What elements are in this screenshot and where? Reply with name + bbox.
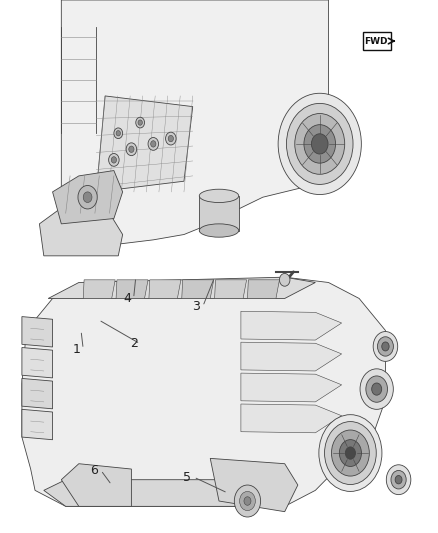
FancyBboxPatch shape	[199, 196, 239, 230]
Polygon shape	[53, 171, 123, 224]
Polygon shape	[22, 317, 53, 347]
Circle shape	[332, 430, 369, 476]
Circle shape	[244, 497, 251, 505]
Polygon shape	[247, 280, 279, 298]
Circle shape	[126, 143, 137, 156]
Polygon shape	[44, 480, 285, 506]
Circle shape	[234, 485, 261, 517]
Polygon shape	[182, 280, 214, 298]
Circle shape	[240, 491, 255, 511]
Circle shape	[311, 134, 328, 154]
Circle shape	[295, 114, 345, 174]
Circle shape	[138, 120, 142, 125]
Circle shape	[279, 273, 290, 286]
Circle shape	[382, 342, 389, 351]
Circle shape	[109, 154, 119, 166]
Circle shape	[278, 93, 361, 195]
Circle shape	[373, 332, 398, 361]
Circle shape	[83, 192, 92, 203]
Circle shape	[360, 369, 393, 409]
Circle shape	[319, 415, 382, 491]
Polygon shape	[241, 404, 342, 433]
Circle shape	[304, 125, 336, 163]
Polygon shape	[61, 464, 131, 506]
Polygon shape	[22, 348, 53, 378]
Polygon shape	[22, 277, 385, 506]
Text: 3: 3	[192, 300, 200, 313]
Circle shape	[372, 383, 381, 395]
Polygon shape	[83, 280, 115, 298]
Text: 1: 1	[73, 343, 81, 356]
Circle shape	[114, 128, 123, 139]
Circle shape	[116, 131, 120, 136]
Polygon shape	[241, 342, 342, 371]
Circle shape	[345, 447, 356, 459]
Circle shape	[166, 132, 176, 145]
Circle shape	[286, 103, 353, 184]
Circle shape	[386, 465, 411, 495]
Circle shape	[148, 138, 159, 150]
Polygon shape	[241, 373, 342, 402]
Polygon shape	[39, 203, 123, 256]
Ellipse shape	[199, 189, 239, 203]
Polygon shape	[22, 409, 53, 440]
Circle shape	[395, 475, 402, 484]
FancyBboxPatch shape	[363, 32, 391, 50]
Circle shape	[339, 440, 361, 466]
Polygon shape	[22, 378, 53, 409]
Polygon shape	[215, 280, 247, 298]
Text: 4: 4	[123, 292, 131, 305]
Text: 2: 2	[130, 337, 138, 350]
Polygon shape	[149, 280, 181, 298]
Polygon shape	[210, 458, 298, 512]
Polygon shape	[96, 96, 193, 192]
Text: 5: 5	[183, 471, 191, 483]
Circle shape	[78, 185, 97, 209]
Text: FWD: FWD	[364, 37, 388, 45]
Polygon shape	[61, 0, 328, 245]
Circle shape	[129, 146, 134, 152]
Circle shape	[366, 376, 388, 402]
Circle shape	[378, 337, 393, 356]
Ellipse shape	[199, 224, 239, 237]
Circle shape	[151, 141, 156, 147]
Polygon shape	[241, 311, 342, 340]
Circle shape	[391, 471, 406, 489]
Circle shape	[325, 422, 376, 484]
Polygon shape	[116, 280, 148, 298]
Circle shape	[111, 157, 117, 163]
Circle shape	[168, 135, 173, 142]
Polygon shape	[48, 277, 315, 298]
Text: 6: 6	[90, 464, 98, 477]
Circle shape	[136, 117, 145, 128]
